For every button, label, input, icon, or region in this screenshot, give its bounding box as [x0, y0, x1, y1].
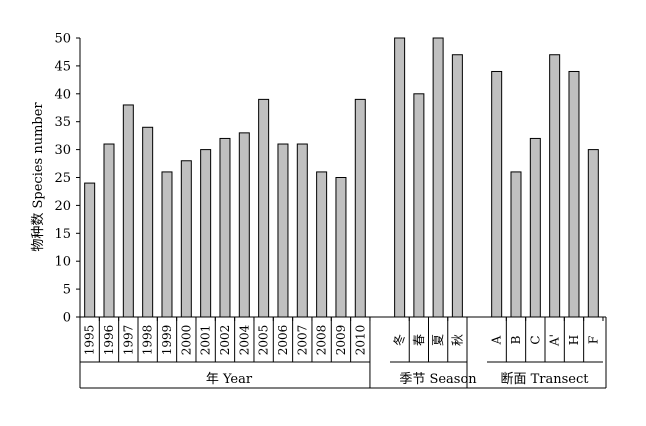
category-label: 2009: [334, 325, 348, 356]
category-label: 1995: [83, 325, 97, 356]
category-label: F: [586, 336, 600, 344]
bar: [335, 177, 347, 318]
bar: [432, 37, 444, 318]
y-tick-label: 45: [54, 59, 71, 74]
y-tick-label: 0: [63, 311, 71, 326]
bar: [413, 93, 425, 318]
y-axis: 0 5 10 15 20 25 30 35 40 45 50: [54, 32, 81, 326]
bars: [84, 37, 599, 318]
y-tick-label: 10: [54, 255, 71, 270]
bar: [103, 143, 115, 318]
bar: [296, 143, 308, 318]
y-tick-label: 50: [54, 32, 71, 47]
category-label: 秋: [450, 334, 464, 346]
category-label: 2002: [218, 325, 232, 356]
category-label: 2006: [276, 325, 290, 356]
category-label: A: [490, 335, 504, 345]
bar: [122, 104, 134, 318]
bar: [277, 143, 289, 318]
category-label: H: [567, 335, 581, 345]
y-tick-label: 5: [63, 283, 71, 298]
y-tick-label: 15: [54, 227, 71, 242]
bar: [529, 137, 541, 318]
bar: [587, 149, 599, 318]
y-tick-label: 40: [54, 87, 71, 102]
category-label: 2005: [257, 325, 271, 356]
bar: [316, 171, 328, 318]
category-label: 夏: [431, 334, 445, 346]
bar: [451, 54, 463, 318]
group-label: 年 Year: [206, 372, 253, 387]
y-tick-label: 25: [54, 171, 71, 186]
y-tick-label: 30: [54, 143, 71, 158]
y-axis-label: 物种数 Species number: [31, 102, 46, 252]
bar: [161, 171, 173, 318]
category-label: 春: [412, 334, 426, 346]
bar: [491, 70, 503, 318]
category-label: B: [509, 335, 523, 344]
bar: [238, 132, 250, 318]
category-label: 2008: [315, 325, 329, 356]
category-label: 2000: [179, 325, 193, 356]
bar: [354, 98, 366, 318]
bar: [394, 37, 406, 318]
category-label: 1997: [121, 325, 135, 356]
category-label: 2001: [199, 325, 213, 356]
bar: [568, 70, 580, 318]
category-label: 2004: [237, 324, 251, 355]
category-label: C: [528, 335, 542, 344]
bar: [549, 54, 561, 318]
category-label: 2007: [295, 325, 309, 356]
bar: [84, 182, 96, 318]
bar: [510, 171, 522, 318]
bar: [200, 149, 212, 318]
bar: [219, 137, 231, 318]
category-label: A': [548, 334, 562, 347]
category-label: 1999: [160, 325, 174, 356]
y-tick-label: 35: [54, 115, 71, 130]
group-label: 季节 Season: [399, 372, 477, 387]
bar: [142, 126, 154, 318]
bar: [180, 160, 192, 318]
category-label: 2010: [353, 325, 367, 356]
y-tick-label: 20: [54, 199, 71, 214]
category-label: 冬: [392, 334, 407, 346]
category-label: 1996: [102, 325, 116, 356]
category-label: 1998: [141, 325, 155, 356]
group-label: 断面 Transect: [500, 372, 589, 387]
bar: [258, 98, 270, 318]
category-axis: 年 Year 1995 1996 1997 1998 1999 2000 2001 2002 20…: [79, 316, 607, 389]
